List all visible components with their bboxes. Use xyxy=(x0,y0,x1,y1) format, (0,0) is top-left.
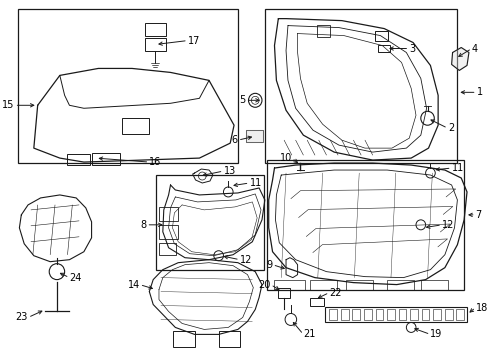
Bar xyxy=(386,309,394,320)
Bar xyxy=(309,280,336,289)
Polygon shape xyxy=(245,130,263,142)
Text: 14: 14 xyxy=(127,280,140,289)
Text: 16: 16 xyxy=(149,157,161,167)
Bar xyxy=(444,309,452,320)
Bar xyxy=(159,225,178,239)
Text: 10: 10 xyxy=(279,153,291,163)
Bar xyxy=(266,160,463,289)
Bar xyxy=(374,31,387,41)
Bar xyxy=(144,23,165,36)
Text: 24: 24 xyxy=(69,273,81,283)
Bar xyxy=(398,309,406,320)
Bar xyxy=(345,280,372,289)
Bar xyxy=(316,24,330,37)
Bar xyxy=(274,280,305,289)
Bar xyxy=(173,332,194,347)
Bar xyxy=(218,332,239,347)
Bar xyxy=(159,207,178,221)
Bar xyxy=(156,175,264,270)
Text: 9: 9 xyxy=(266,260,272,270)
Bar xyxy=(340,309,348,320)
Text: 11: 11 xyxy=(451,163,463,173)
Bar xyxy=(363,309,371,320)
Text: 4: 4 xyxy=(471,44,477,54)
Text: 15: 15 xyxy=(2,100,15,110)
Bar xyxy=(278,288,289,298)
Text: 1: 1 xyxy=(476,87,482,97)
Bar xyxy=(421,309,428,320)
Text: 22: 22 xyxy=(329,288,341,298)
Bar xyxy=(432,309,440,320)
Bar xyxy=(309,298,323,306)
Text: 8: 8 xyxy=(140,220,146,230)
Text: 21: 21 xyxy=(303,329,315,339)
Text: 7: 7 xyxy=(475,210,481,220)
Text: 20: 20 xyxy=(258,280,270,289)
Bar xyxy=(455,309,463,320)
Bar xyxy=(378,45,389,53)
Text: 2: 2 xyxy=(447,123,453,133)
Text: 3: 3 xyxy=(408,44,414,54)
Bar xyxy=(324,306,466,323)
Bar xyxy=(122,118,149,134)
Bar xyxy=(159,243,176,255)
Polygon shape xyxy=(451,48,468,71)
Bar xyxy=(144,37,165,51)
Text: 17: 17 xyxy=(187,36,200,46)
Text: 19: 19 xyxy=(429,329,442,339)
Bar xyxy=(409,309,417,320)
Text: 13: 13 xyxy=(223,166,235,176)
Bar xyxy=(386,280,413,289)
Bar xyxy=(352,309,360,320)
Bar xyxy=(375,309,383,320)
Text: 12: 12 xyxy=(239,255,252,265)
Bar xyxy=(91,153,120,165)
Bar xyxy=(245,130,263,142)
Bar xyxy=(420,280,447,289)
Text: 18: 18 xyxy=(475,302,487,312)
Bar xyxy=(19,9,238,163)
Text: 5: 5 xyxy=(239,95,245,105)
Text: 12: 12 xyxy=(441,220,453,230)
Text: 23: 23 xyxy=(16,312,28,323)
Bar xyxy=(264,9,456,163)
Bar xyxy=(66,154,89,165)
Text: 6: 6 xyxy=(231,135,238,145)
Text: 11: 11 xyxy=(249,178,261,188)
Bar xyxy=(329,309,336,320)
